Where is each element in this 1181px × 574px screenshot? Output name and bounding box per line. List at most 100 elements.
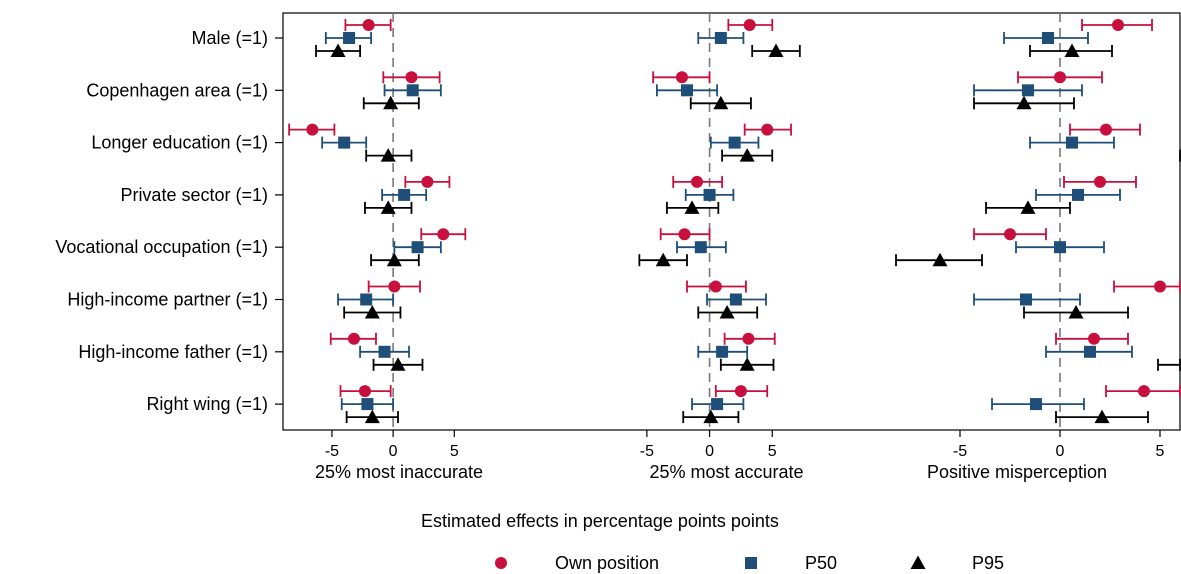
point-marker <box>411 241 424 254</box>
series-p50 <box>321 32 442 411</box>
point-marker <box>729 293 742 306</box>
point-marker <box>361 398 374 411</box>
category-labels: Male (=1) Copenhagen area (=1) Longer educ… <box>55 28 283 414</box>
point-marker <box>406 84 419 97</box>
category-label: Male (=1) <box>191 28 268 48</box>
point-marker <box>383 95 399 110</box>
point-marker <box>1094 409 1110 424</box>
point-marker <box>714 32 727 44</box>
legend-label: P50 <box>805 553 837 573</box>
point-marker <box>378 345 391 358</box>
point-marker <box>1066 136 1078 149</box>
point-marker <box>709 280 722 293</box>
point-marker <box>719 305 735 319</box>
point-marker <box>742 332 755 345</box>
legend-marker <box>495 557 507 569</box>
point-marker <box>680 84 693 97</box>
x-tick-label: 0 <box>1056 443 1065 460</box>
point-marker <box>388 280 401 293</box>
panel-title: 25% most accurate <box>649 462 803 482</box>
legend-marker <box>910 555 926 569</box>
point-marker <box>713 95 729 110</box>
plot-area <box>282 12 1181 431</box>
panel-3: -5 0 5 Positive misperception <box>895 13 1181 482</box>
point-marker <box>675 71 688 84</box>
point-marker <box>734 385 747 398</box>
point-marker <box>761 123 774 136</box>
x-tick-label: -5 <box>640 443 654 460</box>
point-marker <box>330 43 346 57</box>
point-marker <box>421 175 434 188</box>
point-marker <box>684 200 700 214</box>
panels: -5 0 5 25% most inaccurate -5 0 5 25% most accu… <box>288 13 1181 482</box>
point-marker <box>716 345 729 358</box>
point-marker <box>364 409 380 424</box>
point-marker <box>1084 345 1096 358</box>
point-marker <box>694 241 707 254</box>
point-marker <box>360 293 373 306</box>
point-marker <box>338 136 351 149</box>
point-marker <box>1138 385 1150 398</box>
point-marker <box>1094 175 1106 188</box>
legend: Own position P50 P95 <box>495 553 1004 573</box>
point-marker <box>343 32 356 44</box>
point-marker <box>1072 188 1084 201</box>
legend-label: Own position <box>555 553 659 573</box>
point-marker <box>691 175 704 188</box>
series-p50 <box>656 32 767 411</box>
point-marker <box>703 409 719 424</box>
category-label: Copenhagen area (=1) <box>86 80 268 100</box>
x-tick-label: 0 <box>705 443 714 460</box>
point-marker <box>1020 200 1036 214</box>
plot-frame <box>282 12 1181 431</box>
point-marker <box>1042 32 1054 44</box>
panel-1: -5 0 5 25% most inaccurate <box>288 13 483 482</box>
category-label: High-income partner (=1) <box>67 290 268 310</box>
series-p95 <box>895 43 1181 424</box>
point-marker <box>380 200 396 214</box>
point-marker <box>739 357 755 371</box>
point-marker <box>1016 95 1032 110</box>
point-marker <box>364 305 380 319</box>
point-marker <box>711 398 724 411</box>
category-label: Vocational occupation (=1) <box>55 237 268 257</box>
series-p95 <box>315 43 424 424</box>
point-marker <box>1054 71 1066 84</box>
panel-2: -5 0 5 25% most accurate <box>638 13 804 482</box>
point-marker <box>1022 84 1034 97</box>
point-marker <box>390 357 406 371</box>
point-marker <box>380 148 396 162</box>
point-marker <box>678 228 691 241</box>
point-marker <box>1064 43 1080 57</box>
series-p95 <box>638 43 801 424</box>
point-marker <box>1088 332 1100 345</box>
legend-label: P95 <box>972 553 1004 573</box>
point-marker <box>655 252 671 267</box>
x-tick-label: -5 <box>325 443 339 460</box>
series-own-position <box>652 19 792 398</box>
x-tick-label: 5 <box>768 443 777 460</box>
point-marker <box>398 188 411 201</box>
point-marker <box>347 332 360 345</box>
point-marker <box>386 252 402 267</box>
point-marker <box>1100 123 1112 136</box>
x-axis-title: Estimated effects in percentage points p… <box>421 511 779 531</box>
panel-title: 25% most inaccurate <box>315 462 483 482</box>
category-label: Longer education (=1) <box>91 133 268 153</box>
point-marker <box>739 148 755 162</box>
series-own-position <box>288 19 467 398</box>
point-marker <box>358 385 371 398</box>
category-label: Private sector (=1) <box>120 185 268 205</box>
point-marker <box>1030 398 1042 411</box>
x-tick-label: -5 <box>953 443 967 460</box>
point-marker <box>768 43 784 57</box>
point-marker <box>1154 280 1166 293</box>
point-marker <box>1112 19 1124 31</box>
point-marker <box>437 228 450 241</box>
point-marker <box>1020 293 1032 306</box>
point-marker <box>703 188 716 201</box>
series-p50 <box>973 32 1133 411</box>
point-marker <box>1004 228 1016 241</box>
series-own-position <box>973 19 1181 398</box>
